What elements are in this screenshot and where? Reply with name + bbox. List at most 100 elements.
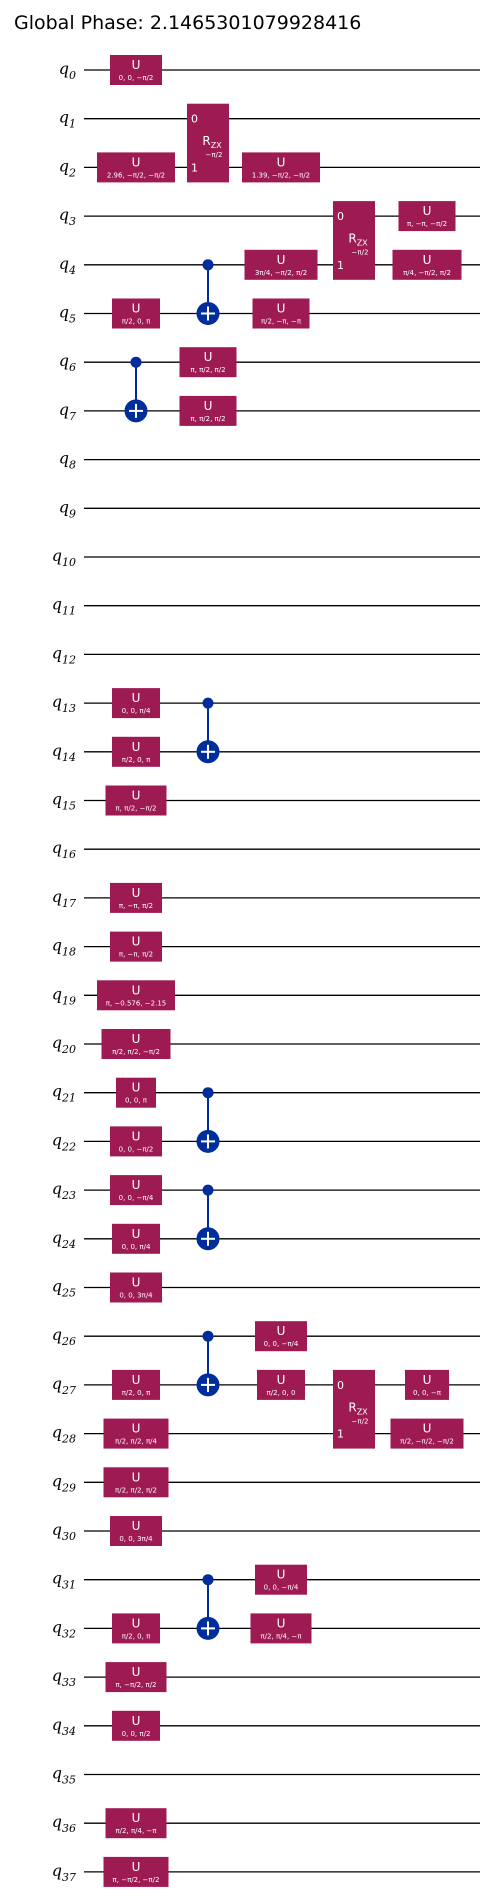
qubit-label-index: 25 bbox=[61, 1287, 76, 1300]
qubit-label-symbol: q bbox=[52, 1715, 62, 1734]
qubit-label-symbol: q bbox=[59, 108, 69, 127]
u-gate-box bbox=[398, 201, 456, 232]
u-gate-name: U bbox=[277, 1568, 286, 1582]
u-gate-q15: Uπ, π/2, −π/2 bbox=[105, 785, 167, 816]
qubit-label-index: 3 bbox=[69, 215, 76, 228]
u-gate-params: 0, 0, π/2 bbox=[122, 1730, 151, 1738]
u-gate-name: U bbox=[204, 350, 213, 364]
qubit-label-23: q23 bbox=[52, 1179, 76, 1202]
qubit-label-index: 23 bbox=[61, 1189, 76, 1202]
qubit-label-index: 11 bbox=[62, 605, 76, 618]
qubit-label-index: 26 bbox=[61, 1335, 76, 1348]
cx-control-dot bbox=[202, 1087, 214, 1099]
u-gate-box bbox=[110, 1516, 162, 1546]
u-gate-params: π/2, −π, −π bbox=[261, 318, 302, 326]
u-gate-box bbox=[392, 249, 462, 280]
u-gate-params: 3π/4, −π/2, π/2 bbox=[255, 269, 307, 277]
qubit-label-symbol: q bbox=[52, 1374, 62, 1393]
u-gate-box bbox=[244, 249, 318, 280]
u-gate-params: 0, 0, 3π/4 bbox=[119, 1535, 153, 1543]
u-gate-params: 2.96, −π/2, −π/2 bbox=[107, 171, 165, 179]
cx-gate-q26-q27 bbox=[196, 1330, 220, 1397]
u-gate-name: U bbox=[132, 58, 141, 72]
u-gate-box bbox=[105, 785, 167, 816]
qubit-label-12: q12 bbox=[52, 643, 76, 666]
u-gate-params: π/2, 0, π bbox=[122, 756, 151, 764]
qubit-label-index: 8 bbox=[69, 459, 76, 472]
u-gate-name: U bbox=[132, 1665, 141, 1679]
u-gate-q5: Uπ/2, 0, π bbox=[112, 298, 160, 329]
rzx-gate-param: −π/2 bbox=[206, 151, 223, 159]
u-gate-box bbox=[105, 1808, 167, 1839]
u-gate-params: 0, 0, −π/4 bbox=[264, 1584, 299, 1592]
u-gate-q34: U 0, 0, π/2 bbox=[112, 1710, 160, 1741]
rzx-gate-name: RZX bbox=[348, 231, 368, 247]
qubit-label-27: q27 bbox=[52, 1374, 76, 1397]
u-gate-box bbox=[103, 1418, 169, 1449]
u-gate-name: U bbox=[132, 740, 141, 754]
rzx-gate-q3-q4: 0 1 RZX−π/2 bbox=[333, 201, 375, 280]
qubit-label-symbol: q bbox=[52, 1666, 62, 1685]
cx-control-dot bbox=[130, 356, 142, 368]
cx-control-dot bbox=[202, 259, 214, 271]
u-gate-name: U bbox=[132, 789, 141, 803]
qubit-label-28: q28 bbox=[52, 1423, 76, 1446]
u-gate-params: π/4, −π/2, π/2 bbox=[403, 269, 451, 277]
qubit-label-32: q32 bbox=[52, 1617, 76, 1640]
qubit-label-symbol: q bbox=[59, 303, 69, 322]
qubit-label-symbol: q bbox=[52, 1764, 62, 1783]
qubit-label-symbol: q bbox=[52, 1423, 62, 1442]
qubit-label-index: 12 bbox=[62, 653, 76, 666]
u-gate-box bbox=[97, 152, 175, 183]
u-gate-q30: U 0, 0, 3π/4 bbox=[110, 1516, 162, 1546]
u-gate-name: U bbox=[132, 302, 141, 316]
u-gate-name: U bbox=[132, 935, 141, 949]
qubit-label-index: 36 bbox=[62, 1822, 76, 1835]
cx-control-dot bbox=[202, 697, 214, 709]
u-gate-params: 0, 0, −π/4 bbox=[264, 1340, 299, 1348]
qubit-label-13: q13 bbox=[52, 692, 76, 715]
qubit-label-symbol: q bbox=[59, 400, 69, 419]
u-gate-name: U bbox=[132, 983, 141, 997]
u-gate-params: 0, 0, π/4 bbox=[122, 707, 151, 715]
qubit-label-symbol: q bbox=[59, 254, 69, 273]
qubit-label-index: 21 bbox=[61, 1092, 76, 1105]
u-gate-name: U bbox=[204, 399, 213, 413]
qubit-label-index: 15 bbox=[62, 800, 76, 813]
u-gate-q32: Uπ/2, 0, π bbox=[112, 1613, 160, 1644]
rzx-gate-index-1: 1 bbox=[337, 1428, 344, 1441]
rzx-gate-index-0: 0 bbox=[191, 113, 198, 126]
u-gate-params: π, −π/2, π/2 bbox=[115, 1681, 156, 1689]
qubit-label-index: 18 bbox=[62, 946, 76, 959]
qubit-label-symbol: q bbox=[52, 1325, 62, 1344]
u-gate-q21: U 0, 0, π bbox=[116, 1077, 156, 1108]
u-gate-params: π, −π, −π/2 bbox=[407, 220, 447, 228]
qubit-label-symbol: q bbox=[52, 1228, 62, 1247]
qubit-label-index: 9 bbox=[69, 507, 76, 520]
u-gate-box bbox=[390, 1418, 464, 1449]
qubit-label-29: q29 bbox=[52, 1471, 76, 1494]
u-gate-box bbox=[179, 395, 237, 426]
cx-gate-q21-q22 bbox=[196, 1087, 220, 1153]
rzx-gate-box bbox=[333, 1369, 375, 1449]
u-gate-name: U bbox=[277, 302, 286, 316]
u-gate-params: π/2, 0, 0 bbox=[267, 1389, 296, 1397]
u-gate-params: π, π/2, π/2 bbox=[190, 415, 225, 423]
u-gate-box bbox=[110, 1175, 162, 1206]
qubit-label-symbol: q bbox=[52, 790, 62, 809]
qubit-wires bbox=[84, 69, 480, 1873]
qubit-label-index: 5 bbox=[69, 313, 76, 326]
qubit-label-19: q19 bbox=[52, 984, 76, 1007]
u-gate-q27: Uπ/2, 0, 0 bbox=[257, 1369, 305, 1400]
gates-layer: U0, 0, −π/2U2.96, −π/2, −π/2Uπ/2, 0, πU0… bbox=[97, 55, 464, 1887]
qubit-label-index: 22 bbox=[61, 1140, 76, 1153]
u-gate-params: 0, 0, π bbox=[125, 1097, 148, 1105]
qubit-label-35: q35 bbox=[52, 1764, 76, 1787]
qubit-labels: q0q1q2q3q4q5q6q7q8q9q10q11q12q13q14q15q1… bbox=[52, 59, 76, 1884]
qubit-label-index: 7 bbox=[69, 410, 76, 423]
u-gate-params: π, π/2, π/2 bbox=[190, 366, 225, 374]
u-gate-box bbox=[110, 1272, 162, 1303]
u-gate-box bbox=[257, 1369, 305, 1400]
qubit-label-index: 13 bbox=[62, 702, 76, 715]
rzx-gate-name: RZX bbox=[348, 1400, 368, 1416]
